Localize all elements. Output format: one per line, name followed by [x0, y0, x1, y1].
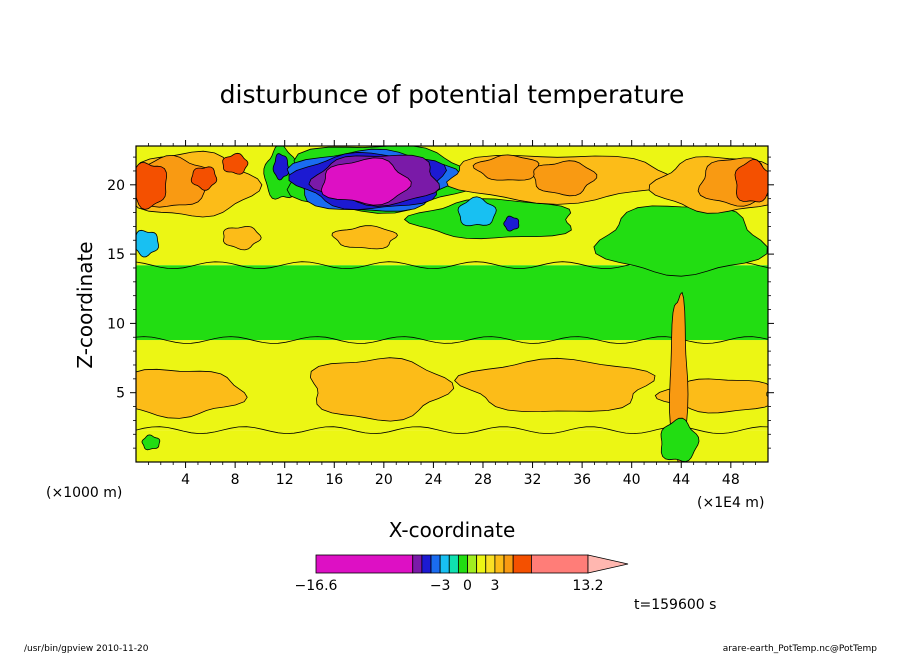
- x-tick-label-28: 28: [474, 472, 492, 488]
- plot-frame: [135, 145, 769, 463]
- x-tick-label-40: 40: [623, 472, 641, 488]
- colorbar-extend-arrow: [587, 554, 629, 574]
- contour-region-8: [223, 225, 262, 251]
- band-contour-0: [136, 426, 768, 435]
- x-tick-label-16: 16: [325, 472, 343, 488]
- colorbar-segment-5: [448, 554, 459, 574]
- colorbar-segment-2: [421, 554, 432, 574]
- y-axis: 5 10 15 20: [107, 156, 774, 449]
- colorbar-segment-6: [457, 554, 468, 574]
- contour-region-14: [136, 162, 168, 210]
- x-tick-label-44: 44: [672, 472, 690, 488]
- colorbar-segment-3: [430, 554, 441, 574]
- band-2: [136, 265, 768, 341]
- x-unit-label: (×1E4 m): [697, 495, 764, 511]
- colorbar-max-label: 13.2: [572, 578, 603, 594]
- x-tick-label-48: 48: [722, 472, 740, 488]
- time-label: t=159600 s: [634, 597, 716, 613]
- colorbar-segment-10: [494, 554, 505, 574]
- colorbar-tick-labels: −3 0 3: [430, 578, 500, 594]
- y-tick-label-20: 20: [107, 178, 125, 194]
- contour-region-0: [136, 368, 248, 419]
- x-tick-label-24: 24: [424, 472, 442, 488]
- x-axis: 4 8 12 16 20 24 28 32 36 40 44 48: [147, 140, 757, 488]
- contour-region-25: [503, 215, 520, 232]
- colorbar-segment-7: [467, 554, 478, 574]
- colorbar-segment-8: [476, 554, 487, 574]
- contour-region-27: [531, 160, 598, 197]
- colorbar-segment-0: [315, 554, 414, 574]
- x-tick-label-8: 8: [231, 472, 240, 488]
- contour-region-24: [457, 196, 497, 227]
- chart-title: disturbunce of potential temperature: [220, 80, 685, 109]
- contour-region-5: [660, 417, 700, 462]
- y-axis-label: Z-coordinate: [73, 241, 97, 368]
- colorbar-tick-label-0: −3: [430, 578, 451, 594]
- y-tick-label-5: 5: [116, 386, 125, 402]
- colorbar-segment-9: [485, 554, 496, 574]
- colorbar-tick-label-1: 0: [463, 578, 472, 594]
- x-axis-label: X-coordinate: [389, 518, 516, 542]
- contour-region-9: [331, 225, 398, 250]
- colorbar: [315, 554, 629, 574]
- y-tick-label-10: 10: [107, 316, 125, 332]
- contour-region-2: [454, 357, 656, 413]
- footer-right: arare-earth_PotTemp.nc@PotTemp: [723, 644, 878, 654]
- x-scale-label: (×1000 m): [46, 485, 122, 501]
- contour-region-16: [222, 152, 249, 175]
- footer-left: /usr/bin/gpview 2010-11-20: [24, 644, 149, 654]
- contour-region-28: [472, 154, 540, 181]
- colorbar-segment-4: [439, 554, 450, 574]
- colorbar-segment-11: [503, 554, 514, 574]
- contour-region-6: [141, 434, 161, 451]
- colorbar-min-label: −16.6: [295, 578, 338, 594]
- x-tick-label-12: 12: [276, 472, 294, 488]
- contour-region-1: [309, 357, 455, 422]
- x-tick-label-32: 32: [524, 472, 542, 488]
- contour-region-31: [734, 158, 768, 203]
- x-tick-label-36: 36: [573, 472, 591, 488]
- plot-area: [136, 146, 768, 462]
- contour-region-18: [272, 153, 290, 181]
- colorbar-segment-1: [412, 554, 423, 574]
- contour-region-7: [136, 229, 159, 258]
- colorbar-segment-13: [531, 554, 589, 574]
- colorbar-tick-label-2: 3: [490, 578, 499, 594]
- contour-region-23: [320, 157, 412, 206]
- y-tick-label-15: 15: [107, 247, 125, 263]
- x-tick-label-4: 4: [181, 472, 190, 488]
- colorbar-segment-12: [512, 554, 532, 574]
- x-tick-label-20: 20: [375, 472, 393, 488]
- contour-region-15: [190, 166, 218, 191]
- band-contour-1: [136, 336, 768, 344]
